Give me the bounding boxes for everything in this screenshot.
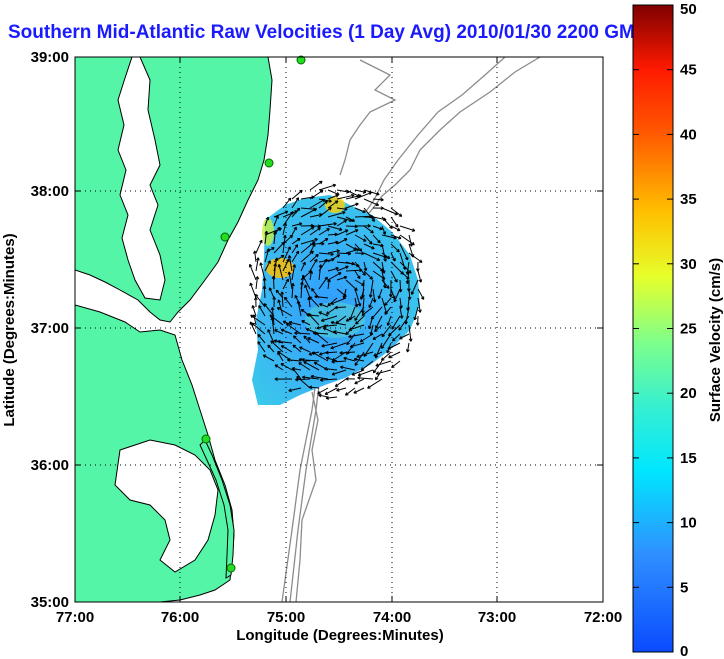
station-marker xyxy=(226,563,236,573)
station-marker xyxy=(220,232,230,242)
x-tick-label: 76:00 xyxy=(161,609,199,626)
colorbar-tick-label: 45 xyxy=(680,62,697,79)
y-tick-label: 36:00 xyxy=(31,457,69,474)
chesapeake-bay xyxy=(117,57,166,301)
station-marker xyxy=(201,434,211,444)
velocity-arrows xyxy=(248,180,425,400)
x-tick-label: 74:00 xyxy=(373,609,411,626)
y-axis-ticks: 39:00 38:00 37:00 36:00 35:00 xyxy=(31,49,603,611)
colorbar-tick-label: 50 xyxy=(680,1,697,18)
colorbar-tick-label: 40 xyxy=(680,126,697,143)
x-tick-label: 77:00 xyxy=(56,609,94,626)
y-axis-label: Latitude (Degrees:Minutes) xyxy=(1,233,18,426)
x-tick-label: 75:00 xyxy=(267,609,305,626)
plot-title: Southern Mid-Atlantic Raw Velocities (1 … xyxy=(8,22,647,43)
y-tick-label: 39:00 xyxy=(31,49,69,66)
colorbar-tick-label: 20 xyxy=(680,385,697,402)
colorbar xyxy=(632,4,674,653)
colorbar-tick-label: 30 xyxy=(680,256,697,273)
colorbar-tick-label: 10 xyxy=(680,515,697,532)
x-axis-label: Longitude (Degrees:Minutes) xyxy=(236,627,444,644)
colorbar-tick-label: 5 xyxy=(680,579,688,596)
station-markers xyxy=(201,55,306,573)
x-tick-label: 72:00 xyxy=(584,609,622,626)
colorbar-tick-label: 15 xyxy=(680,450,697,467)
x-tick-label: 73:00 xyxy=(478,609,516,626)
x-axis-ticks: 77:00 76:00 75:00 74:00 73:00 72:00 xyxy=(56,57,622,626)
colorbar-tick-label: 0 xyxy=(680,643,688,659)
station-marker xyxy=(296,55,306,65)
colorbar-label: Surface Velocity (cm/s) xyxy=(707,258,724,422)
pamlico-sound xyxy=(114,439,219,573)
colorbar-tick-label: 35 xyxy=(680,191,697,208)
y-tick-label: 37:00 xyxy=(31,320,69,337)
colorbar-tick-label: 25 xyxy=(680,321,697,338)
y-tick-label: 38:00 xyxy=(31,183,69,200)
y-tick-label: 35:00 xyxy=(31,594,69,611)
grid-lines xyxy=(75,57,603,602)
station-marker xyxy=(264,158,274,168)
